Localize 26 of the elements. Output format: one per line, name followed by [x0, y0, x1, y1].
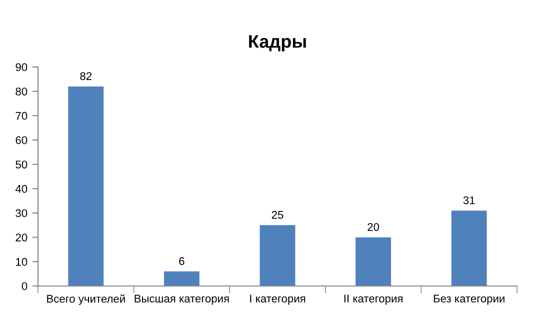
y-tick-label: 90: [16, 63, 28, 72]
x-tick-label: Без категории: [434, 294, 504, 305]
y-tick-label: 30: [16, 209, 28, 218]
x-tick-label: I категория: [250, 294, 306, 305]
y-tick-label: 70: [16, 112, 28, 120]
data-label: 20: [368, 223, 380, 231]
bar: [260, 225, 296, 286]
y-tick-label: 20: [16, 234, 28, 242]
bar: [451, 210, 487, 286]
data-label: 25: [272, 210, 284, 219]
y-tick-label: 50: [16, 160, 28, 168]
y-tick-label: 80: [16, 88, 28, 96]
x-tick-label: Всего учителей: [47, 294, 125, 305]
x-tick-label: Высшая категория: [134, 294, 229, 305]
y-tick-label: 0: [22, 282, 28, 290]
bar: [68, 86, 104, 286]
bar: [356, 237, 392, 286]
y-tick-label: 40: [15, 184, 28, 193]
data-label: 82: [80, 72, 92, 80]
data-label: 6: [179, 257, 184, 266]
data-label: 31: [463, 196, 475, 204]
y-tick-label: 10: [16, 258, 28, 266]
x-tick-label: II категория: [344, 294, 402, 305]
y-tick-label: 60: [16, 136, 28, 144]
chart-title: Кадры: [249, 35, 306, 52]
bar: [164, 271, 200, 286]
